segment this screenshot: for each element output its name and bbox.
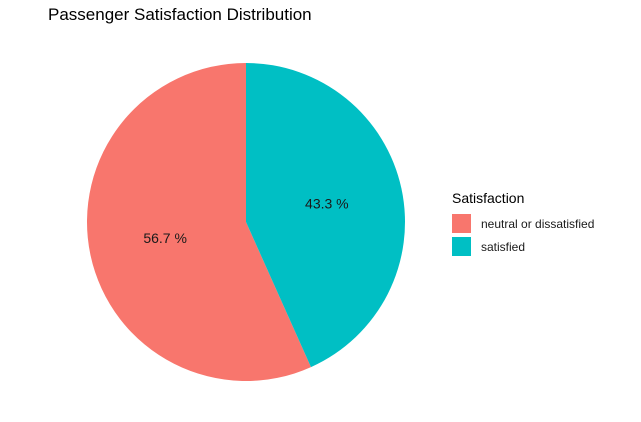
legend-label: satisfied [481, 239, 526, 254]
legend-swatch [452, 214, 471, 233]
slice-label-satisfied: 43.3 % [305, 195, 349, 211]
chart-title: Passenger Satisfaction Distribution [48, 5, 312, 24]
legend-swatch [452, 237, 471, 256]
legend-label: neutral or dissatisfied [481, 216, 595, 231]
pie-slice-neutral-or-dissatisfied [86, 63, 311, 381]
legend-item-neutral-or-dissatisfied: neutral or dissatisfied [452, 212, 594, 235]
legend-title: Satisfaction [452, 190, 525, 206]
slice-label-neutral-or-dissatisfied: 56.7 % [143, 230, 187, 246]
legend-item-satisfied: satisfied [452, 235, 594, 258]
pie-slice-satisfied [246, 63, 405, 368]
legend: Satisfaction neutral or dissatisfied sat… [452, 190, 594, 258]
